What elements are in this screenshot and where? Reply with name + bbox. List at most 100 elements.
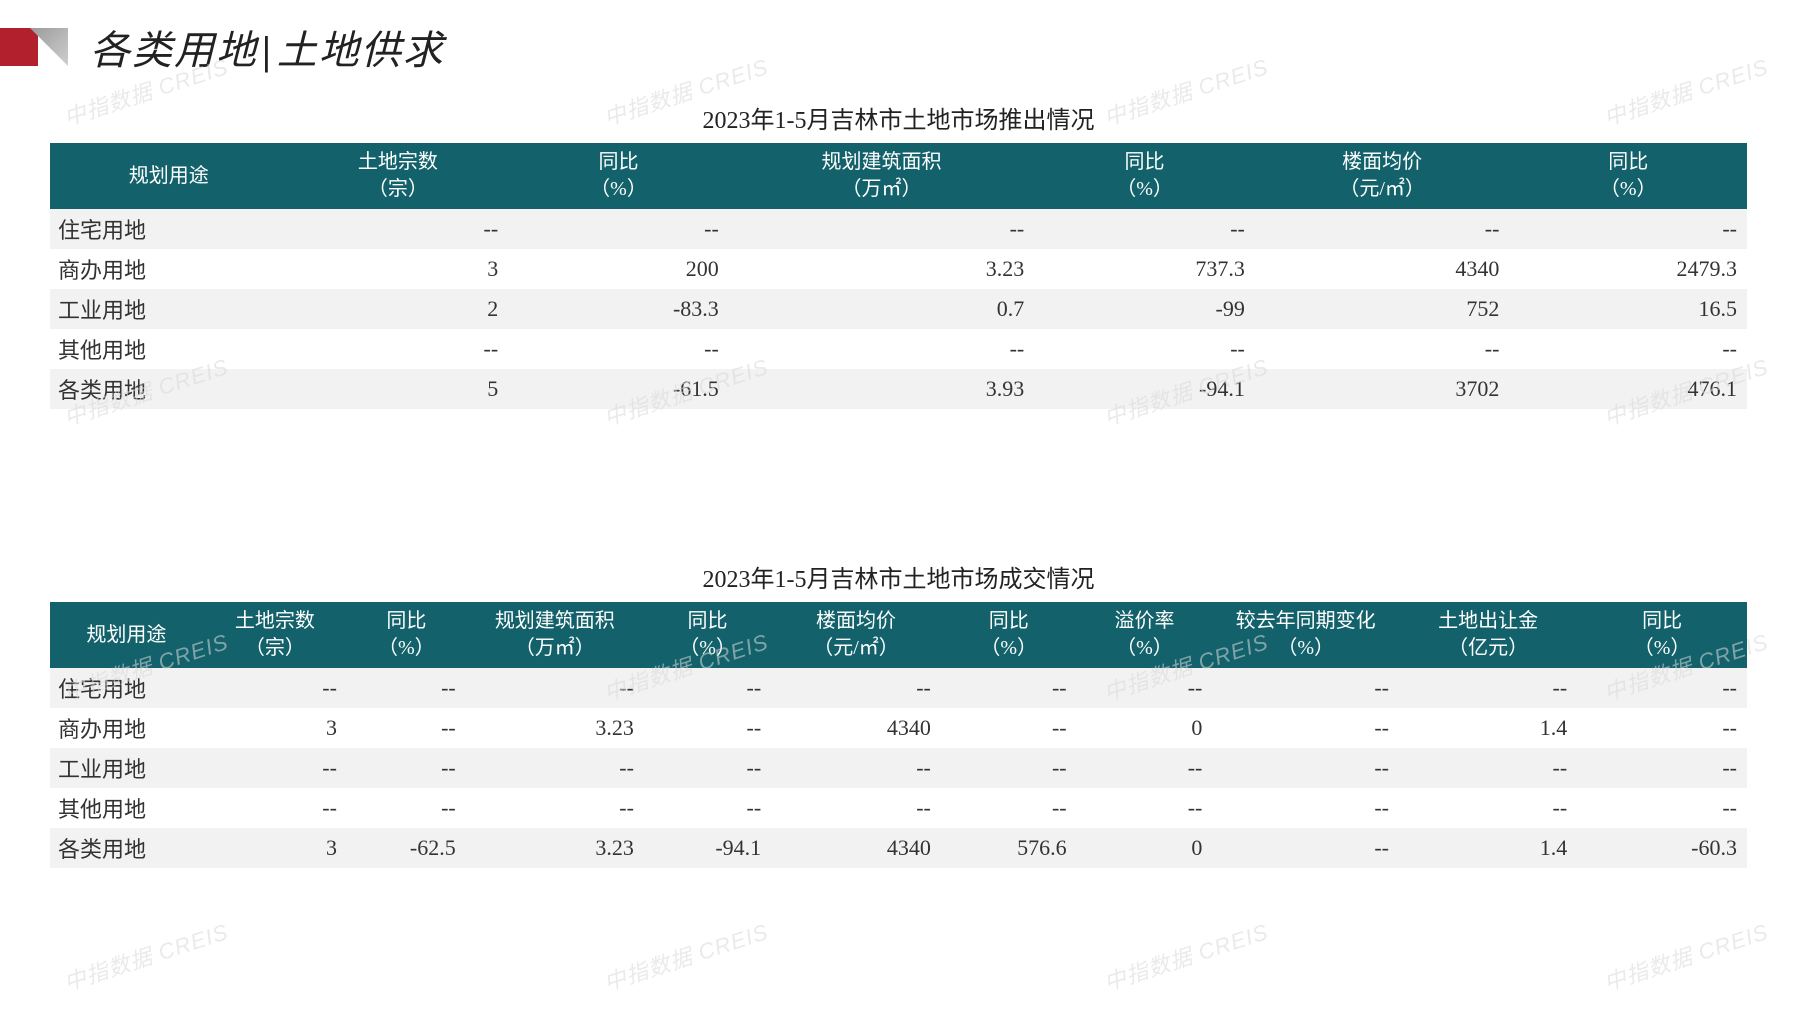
cell-value: -- [644, 748, 771, 788]
cell-value: -- [203, 668, 347, 708]
cell-value: -- [771, 788, 941, 828]
cell-value: 0 [1077, 708, 1213, 748]
table-row: 工业用地-------------------- [50, 748, 1747, 788]
row-label: 商办用地 [50, 708, 203, 748]
table-row: 商办用地3--3.23--4340--0--1.4-- [50, 708, 1747, 748]
cell-value: -- [729, 329, 1034, 369]
cell-value: 752 [1255, 289, 1510, 329]
cell-value: -- [1077, 748, 1213, 788]
col-header: 楼面均价（元/㎡） [771, 602, 941, 668]
cell-value: 2 [288, 289, 509, 329]
cell-value: -- [1255, 209, 1510, 249]
row-label: 工业用地 [50, 289, 288, 329]
cell-value: -- [1212, 788, 1399, 828]
cell-value: -- [771, 668, 941, 708]
row-label: 住宅用地 [50, 209, 288, 249]
cell-value: -- [288, 329, 509, 369]
col-header: 同比（%） [1509, 143, 1747, 209]
cell-value: -- [1399, 748, 1577, 788]
col-header: 规划建筑面积（万㎡） [466, 602, 644, 668]
cell-value: -- [288, 209, 509, 249]
cell-value: -- [1577, 748, 1747, 788]
cell-value: -- [771, 748, 941, 788]
watermark: 中指数据 CREIS [1099, 914, 1272, 997]
cell-value: -- [941, 708, 1077, 748]
col-header: 较去年同期变化（%） [1212, 602, 1399, 668]
cell-value: -- [466, 668, 644, 708]
col-header: 同比（%） [1034, 143, 1255, 209]
cell-value: -62.5 [347, 828, 466, 868]
page-title: 各类用地|土地供求 [90, 18, 445, 76]
col-header: 土地出让金（亿元） [1399, 602, 1577, 668]
cell-value: 3.23 [466, 708, 644, 748]
table-row: 其他用地-------------------- [50, 788, 1747, 828]
cell-value: -- [644, 788, 771, 828]
cell-value: 1.4 [1399, 828, 1577, 868]
cell-value: -- [347, 708, 466, 748]
col-header: 溢价率（%） [1077, 602, 1213, 668]
cell-value: -- [203, 788, 347, 828]
cell-value: 3 [288, 249, 509, 289]
cell-value: -- [1255, 329, 1510, 369]
col-header: 楼面均价（元/㎡） [1255, 143, 1510, 209]
col-header: 规划用途 [50, 143, 288, 209]
cell-value: -- [466, 748, 644, 788]
cell-value: -- [347, 748, 466, 788]
col-header: 规划建筑面积（万㎡） [729, 143, 1034, 209]
cell-value: -- [508, 329, 729, 369]
cell-value: -94.1 [1034, 369, 1255, 409]
col-header: 同比（%） [644, 602, 771, 668]
cell-value: -- [941, 668, 1077, 708]
table-row: 住宅用地------------ [50, 209, 1747, 249]
cell-value: 4340 [771, 708, 941, 748]
cell-value: -- [466, 788, 644, 828]
cell-value: 3.23 [729, 249, 1034, 289]
cell-value: -- [1212, 748, 1399, 788]
cell-value: -- [203, 748, 347, 788]
cell-value: -- [644, 668, 771, 708]
cell-value: -- [1212, 668, 1399, 708]
page-header: 各类用地|土地供求 [0, 18, 445, 76]
cell-value: -- [1034, 329, 1255, 369]
cell-value: 1.4 [1399, 708, 1577, 748]
cell-value: -- [1399, 668, 1577, 708]
cell-value: -99 [1034, 289, 1255, 329]
table-transaction: 规划用途土地宗数（宗）同比（%）规划建筑面积（万㎡）同比（%）楼面均价（元/㎡）… [50, 602, 1747, 868]
cell-value: 3702 [1255, 369, 1510, 409]
watermark: 中指数据 CREIS [1599, 914, 1772, 997]
cell-value: -- [941, 748, 1077, 788]
cell-value: -- [729, 209, 1034, 249]
cell-value: -61.5 [508, 369, 729, 409]
row-label: 其他用地 [50, 329, 288, 369]
table-launch: 规划用途土地宗数（宗）同比（%）规划建筑面积（万㎡）同比（%）楼面均价（元/㎡）… [50, 143, 1747, 409]
col-header: 同比（%） [941, 602, 1077, 668]
cell-value: 3 [203, 828, 347, 868]
watermark: 中指数据 CREIS [599, 914, 772, 997]
col-header: 规划用途 [50, 602, 203, 668]
table-row: 商办用地32003.23737.343402479.3 [50, 249, 1747, 289]
cell-value: -94.1 [644, 828, 771, 868]
title-right: 土地供求 [277, 28, 445, 73]
cell-value: 0 [1077, 828, 1213, 868]
cell-value: 476.1 [1509, 369, 1747, 409]
col-header: 土地宗数（宗） [203, 602, 347, 668]
table-row: 各类用地5-61.53.93-94.13702476.1 [50, 369, 1747, 409]
cell-value: -- [1399, 788, 1577, 828]
cell-value: -- [644, 708, 771, 748]
row-label: 其他用地 [50, 788, 203, 828]
cell-value: 737.3 [1034, 249, 1255, 289]
cell-value: 200 [508, 249, 729, 289]
cell-value: 3 [203, 708, 347, 748]
col-header: 同比（%） [347, 602, 466, 668]
cell-value: 3.93 [729, 369, 1034, 409]
cell-value: -- [1212, 708, 1399, 748]
table1-header-row: 规划用途土地宗数（宗）同比（%）规划建筑面积（万㎡）同比（%）楼面均价（元/㎡）… [50, 143, 1747, 209]
cell-value: -- [1077, 788, 1213, 828]
cell-value: 4340 [771, 828, 941, 868]
cell-value: -- [941, 788, 1077, 828]
cell-value: 4340 [1255, 249, 1510, 289]
cell-value: -- [1034, 209, 1255, 249]
cell-value: -60.3 [1577, 828, 1747, 868]
cell-value: -- [1509, 209, 1747, 249]
cell-value: 16.5 [1509, 289, 1747, 329]
